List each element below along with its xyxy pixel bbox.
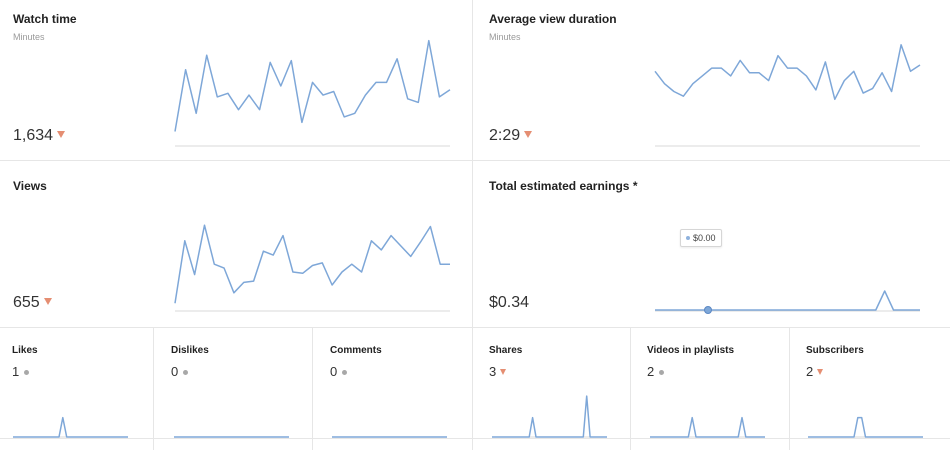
comments-card[interactable]: Comments 0 bbox=[313, 328, 472, 438]
card-title: Watch time bbox=[13, 12, 77, 26]
tooltip-value: $0.00 bbox=[693, 233, 716, 243]
trend-down-icon bbox=[524, 131, 533, 138]
videos-in-playlists-card[interactable]: Videos in playlists 2 bbox=[631, 328, 789, 438]
earnings-sparkline bbox=[655, 290, 920, 314]
metric-value-text: 2:29 bbox=[489, 127, 521, 144]
subscribers-sparkline bbox=[808, 416, 923, 438]
comments-sparkline bbox=[332, 436, 447, 438]
divider bbox=[0, 327, 950, 328]
card-title: Videos in playlists bbox=[647, 345, 735, 356]
trend-neutral-icon bbox=[659, 370, 665, 375]
metric-value-text: 2 bbox=[647, 364, 655, 379]
videos-in-playlists-sparkline bbox=[650, 416, 765, 438]
metric-value: 2:29 bbox=[489, 127, 533, 145]
metric-value-text: 655 bbox=[13, 294, 40, 311]
card-title: Subscribers bbox=[806, 345, 864, 356]
card-title: Average view duration bbox=[489, 12, 617, 26]
divider bbox=[0, 438, 950, 439]
metric-value: 1,634 bbox=[13, 127, 66, 145]
metric-value: $0.34 bbox=[489, 294, 529, 312]
shares-sparkline bbox=[492, 395, 607, 438]
chart-tooltip: $0.00 bbox=[680, 229, 722, 247]
metric-value-text: 3 bbox=[489, 364, 497, 379]
watch-time-card[interactable]: Watch time Minutes 1,634 bbox=[0, 0, 472, 160]
metric-value: 3 bbox=[489, 364, 507, 379]
divider bbox=[630, 327, 631, 450]
divider bbox=[472, 0, 473, 450]
card-title: Comments bbox=[330, 345, 382, 356]
dislikes-sparkline bbox=[174, 436, 289, 438]
trend-down-icon bbox=[57, 131, 66, 138]
metric-value: 2 bbox=[806, 364, 824, 379]
dislikes-card[interactable]: Dislikes 0 bbox=[154, 328, 312, 438]
shares-card[interactable]: Shares 3 bbox=[473, 328, 630, 438]
metric-value: 655 bbox=[13, 294, 52, 312]
sparkline-series bbox=[174, 39, 451, 132]
series-dot-icon bbox=[686, 236, 690, 240]
sparkline-series bbox=[808, 416, 923, 438]
trend-down-icon bbox=[43, 298, 52, 305]
trend-down-icon bbox=[500, 369, 507, 375]
sparkline-series bbox=[654, 44, 921, 101]
card-title: Shares bbox=[489, 345, 523, 356]
subscribers-card[interactable]: Subscribers 2 bbox=[790, 328, 950, 438]
metric-value-text: $0.34 bbox=[489, 294, 530, 311]
divider bbox=[789, 327, 790, 450]
sparkline-series bbox=[655, 290, 920, 311]
divider bbox=[153, 327, 154, 450]
sparkline-series bbox=[650, 416, 765, 438]
metric-value: 1 bbox=[12, 364, 30, 379]
card-title: Views bbox=[13, 179, 47, 193]
sparkline-series bbox=[174, 224, 450, 304]
metric-value-text: 1,634 bbox=[13, 127, 54, 144]
sparkline-marker[interactable] bbox=[704, 306, 712, 314]
metric-value-text: 0 bbox=[330, 364, 338, 379]
likes-sparkline bbox=[13, 416, 128, 438]
sparkline-series bbox=[492, 395, 607, 438]
views-sparkline bbox=[174, 224, 450, 312]
trend-neutral-icon bbox=[183, 370, 189, 375]
card-title: Total estimated earnings * bbox=[489, 179, 638, 193]
likes-card[interactable]: Likes 1 bbox=[0, 328, 153, 438]
card-title: Dislikes bbox=[171, 345, 209, 356]
divider bbox=[312, 327, 313, 450]
card-title: Likes bbox=[12, 345, 38, 356]
metric-value-text: 2 bbox=[806, 364, 814, 379]
metric-value: 0 bbox=[171, 364, 189, 379]
average-view-duration-card[interactable]: Average view duration Minutes 2:29 bbox=[473, 0, 950, 160]
average-view-duration-sparkline bbox=[654, 44, 921, 147]
sparkline-series bbox=[13, 416, 128, 438]
watch-time-sparkline bbox=[174, 39, 451, 147]
metric-value: 2 bbox=[647, 364, 665, 379]
trend-neutral-icon bbox=[342, 370, 348, 375]
views-card[interactable]: Views 655 bbox=[0, 161, 472, 327]
metric-value-text: 0 bbox=[171, 364, 179, 379]
trend-down-icon bbox=[817, 369, 824, 375]
trend-neutral-icon bbox=[24, 370, 30, 375]
card-subtitle: Minutes bbox=[489, 32, 521, 42]
metric-value-text: 1 bbox=[12, 364, 20, 379]
card-subtitle: Minutes bbox=[13, 32, 45, 42]
divider bbox=[0, 160, 950, 161]
metric-value: 0 bbox=[330, 364, 348, 379]
